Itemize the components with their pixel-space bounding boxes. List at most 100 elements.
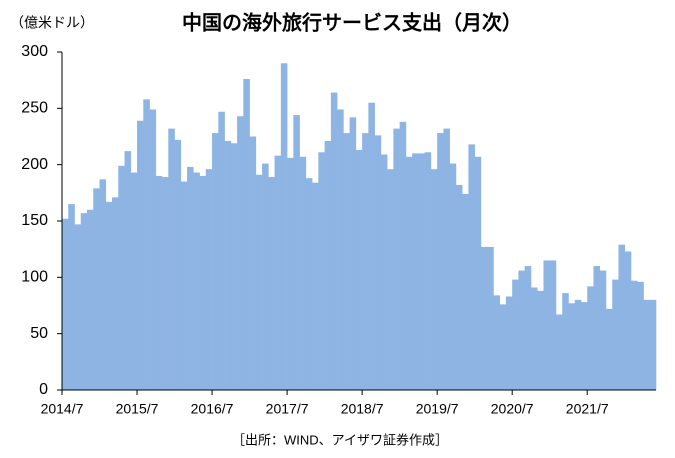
- bar: [499, 304, 507, 390]
- bar: [343, 133, 350, 390]
- bar: [505, 296, 513, 390]
- bar: [518, 270, 525, 390]
- bar: [424, 152, 432, 390]
- bar: [637, 281, 644, 390]
- bar: [212, 133, 219, 390]
- y-tick-label: 150: [21, 212, 48, 229]
- bar: [268, 177, 275, 390]
- y-tick-label: 200: [21, 156, 48, 173]
- bar: [105, 201, 113, 390]
- bar: [493, 295, 500, 390]
- bar: [437, 133, 444, 390]
- bar: [199, 175, 207, 390]
- bar: [349, 117, 357, 390]
- bar: [549, 260, 557, 390]
- unit-label: （億米ドル）: [10, 15, 94, 31]
- bar: [74, 224, 82, 390]
- bar: [605, 308, 613, 390]
- bar: [68, 204, 75, 390]
- bar: [187, 166, 194, 390]
- bar: [512, 279, 519, 390]
- bar: [274, 155, 282, 390]
- bar: [443, 128, 450, 390]
- bar: [143, 99, 150, 390]
- bar: [324, 141, 332, 390]
- chart-title: 中国の海外旅行サービス支出（月次）: [182, 10, 522, 34]
- y-tick-label: 100: [21, 269, 48, 286]
- bar: [555, 314, 563, 390]
- bar: [155, 175, 163, 390]
- bar: [174, 139, 182, 390]
- bar: [168, 128, 175, 390]
- bar: [149, 109, 157, 391]
- bar: [368, 102, 375, 390]
- bar: [412, 153, 419, 390]
- bar: [112, 197, 119, 390]
- bar: [249, 136, 257, 390]
- bar: [418, 153, 425, 390]
- bar: [593, 266, 601, 390]
- bar: [480, 246, 488, 390]
- bar: [393, 128, 400, 390]
- bar: [124, 151, 132, 390]
- bar: [318, 152, 325, 390]
- bar: [468, 144, 475, 390]
- x-tick-label: 2015/7: [116, 401, 159, 417]
- bar: [387, 169, 394, 390]
- bar: [180, 181, 188, 390]
- x-tick-label: 2017/7: [266, 401, 309, 417]
- bar: [524, 266, 532, 390]
- bar: [530, 287, 538, 390]
- bar: [62, 218, 69, 390]
- bar: [205, 169, 213, 390]
- y-tick-label: 250: [21, 100, 48, 117]
- bar: [162, 177, 169, 390]
- source-note: ［出所：WIND、アイザワ証券作成］: [232, 432, 448, 447]
- bar: [337, 109, 344, 391]
- bar: [643, 299, 651, 390]
- bar: [218, 111, 225, 391]
- bar: [405, 156, 413, 390]
- bar: [293, 115, 300, 391]
- x-tick-label: 2019/7: [416, 401, 459, 417]
- bar: [287, 157, 294, 390]
- bar: [599, 270, 607, 390]
- bar: [399, 121, 407, 390]
- bar: [455, 184, 463, 390]
- bar: [87, 209, 94, 390]
- bar: [224, 141, 232, 390]
- bar: [230, 143, 238, 390]
- bar: [130, 172, 138, 390]
- bar: [580, 302, 588, 390]
- bar: [649, 299, 657, 390]
- x-tick-label: 2016/7: [191, 401, 234, 417]
- bar: [80, 213, 88, 390]
- y-tick-label: 0: [39, 381, 48, 398]
- bar: [243, 79, 250, 390]
- bar: [462, 193, 469, 390]
- bar: [624, 251, 632, 390]
- bar: [362, 133, 369, 390]
- x-tick-label: 2021/7: [566, 401, 609, 417]
- bar: [630, 280, 638, 390]
- bar: [118, 165, 125, 390]
- bar: [562, 293, 569, 390]
- bar: [137, 120, 144, 390]
- bar: [305, 178, 313, 390]
- bar: [449, 163, 457, 390]
- bar: [543, 260, 551, 390]
- bar: [237, 116, 244, 390]
- bar: [618, 244, 626, 390]
- bar: [262, 163, 269, 390]
- bar: [330, 92, 338, 390]
- bar: [487, 246, 494, 390]
- bar: [568, 303, 576, 390]
- bar: [430, 169, 438, 390]
- bar: [255, 174, 263, 390]
- bar: [374, 135, 382, 390]
- x-tick-label: 2014/7: [41, 401, 84, 417]
- bar: [299, 156, 307, 390]
- bar: [537, 290, 544, 390]
- y-tick-label: 50: [30, 325, 48, 342]
